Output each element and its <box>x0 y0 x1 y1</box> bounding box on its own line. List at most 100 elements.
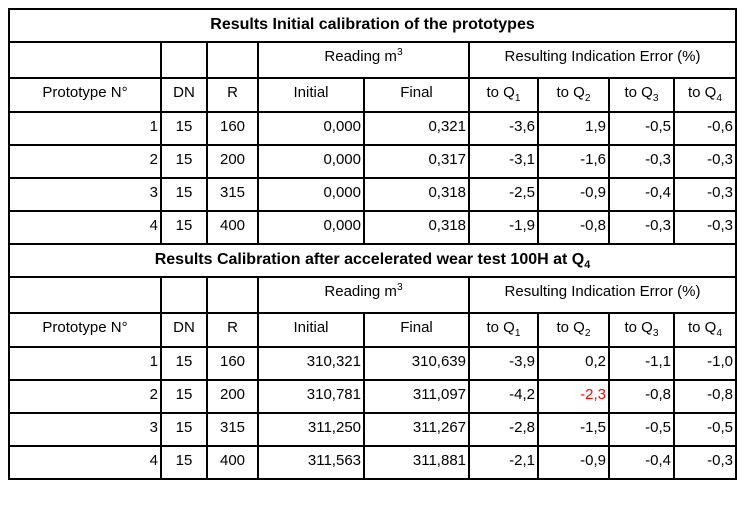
section-2-title-text: Results Calibration after accelerated we… <box>154 251 585 268</box>
to-q3-column-header: to Q3 <box>608 77 675 113</box>
error-q4-cell: -0,3 <box>672 210 738 245</box>
q4-subscript: 4 <box>716 328 723 339</box>
table-row: 2 15 200 0,000 0,317 -3,1 -1,6 -0,3 -0,3 <box>8 144 738 179</box>
dn-cell: 15 <box>160 210 208 245</box>
group-header-row: Reading m3 Resulting Indication Error (%… <box>8 41 738 79</box>
table-row: 1 15 160 310,321 310,639 -3,9 0,2 -1,1 -… <box>8 346 738 381</box>
error-q1-cell: -4,2 <box>468 379 539 414</box>
error-q1-cell: -3,6 <box>468 111 539 146</box>
reading-group-header: Reading m3 <box>257 276 470 314</box>
prototype-column-header: Prototype N° <box>8 77 162 113</box>
q4-subscript: 4 <box>716 93 723 104</box>
to-q3-text: to Q <box>624 319 653 336</box>
initial-column-header: Initial <box>257 312 365 348</box>
r-cell: 160 <box>206 346 259 381</box>
to-q3-column-header: to Q3 <box>608 312 675 348</box>
error-q2-cell: -0,9 <box>537 177 610 212</box>
final-column-header: Final <box>363 77 470 113</box>
reading-header-superscript: 3 <box>396 282 403 293</box>
error-q3-cell: -0,4 <box>608 445 675 480</box>
prototype-number-cell: 2 <box>8 379 162 414</box>
error-q1-cell: -2,8 <box>468 412 539 447</box>
indication-error-group-header: Resulting Indication Error (%) <box>467 41 738 79</box>
section-2-title: Results Calibration after accelerated we… <box>7 243 738 278</box>
q2-subscript: 2 <box>584 328 591 339</box>
r-cell: 400 <box>206 210 259 245</box>
r-column-header: R <box>206 77 259 113</box>
dn-cell: 15 <box>160 144 208 179</box>
dn-column-header: DN <box>160 77 208 113</box>
final-reading-cell: 310,639 <box>363 346 470 381</box>
q2-subscript: 2 <box>584 93 591 104</box>
error-q1-cell: -2,5 <box>468 177 539 212</box>
r-cell: 160 <box>206 111 259 146</box>
initial-reading-cell: 0,000 <box>257 144 365 179</box>
final-column-header: Final <box>363 312 470 348</box>
prototype-number-cell: 1 <box>8 346 162 381</box>
to-q1-text: to Q <box>486 84 515 101</box>
final-reading-cell: 0,318 <box>363 177 470 212</box>
error-q4-cell: -0,5 <box>672 412 738 447</box>
section-1-title: Results Initial calibration of the proto… <box>7 8 738 43</box>
error-q4-cell: -0,6 <box>672 111 738 146</box>
error-q2-cell: -1,6 <box>537 144 610 179</box>
initial-reading-cell: 310,781 <box>257 379 365 414</box>
final-reading-cell: 0,318 <box>363 210 470 245</box>
r-cell: 315 <box>206 177 259 212</box>
table-row: 3 15 315 311,250 311,267 -2,8 -1,5 -0,5 … <box>8 412 738 447</box>
error-q2-cell: -0,8 <box>537 210 610 245</box>
final-reading-cell: 311,267 <box>363 412 470 447</box>
error-q3-cell: -0,3 <box>608 144 675 179</box>
dn-cell: 15 <box>160 445 208 480</box>
r-cell: 315 <box>206 412 259 447</box>
dn-cell: 15 <box>160 111 208 146</box>
dn-cell: 15 <box>160 412 208 447</box>
indication-error-group-header: Resulting Indication Error (%) <box>467 276 738 314</box>
initial-reading-cell: 310,321 <box>257 346 365 381</box>
error-q1-cell: -3,9 <box>468 346 539 381</box>
to-q1-text: to Q <box>486 319 515 336</box>
error-q1-cell: -3,1 <box>468 144 539 179</box>
dn-cell: 15 <box>160 346 208 381</box>
error-q4-cell: -0,3 <box>672 445 738 480</box>
table-row: 2 15 200 310,781 311,097 -4,2 -2,3 -0,8 … <box>8 379 738 414</box>
empty-header-cell <box>8 41 162 79</box>
prototype-number-cell: 1 <box>8 111 162 146</box>
dn-column-header: DN <box>160 312 208 348</box>
initial-column-header: Initial <box>257 77 365 113</box>
initial-reading-cell: 0,000 <box>257 177 365 212</box>
to-q2-column-header: to Q2 <box>537 77 610 113</box>
reading-header-superscript: 3 <box>396 47 403 58</box>
dn-cell: 15 <box>160 379 208 414</box>
empty-header-cell <box>160 276 208 314</box>
error-q4-cell: -0,3 <box>672 177 738 212</box>
error-q3-cell: -0,5 <box>608 412 675 447</box>
final-reading-cell: 0,317 <box>363 144 470 179</box>
section-2-title-subscript: 4 <box>584 259 591 272</box>
reading-header-text: Reading m <box>324 48 397 65</box>
prototype-column-header: Prototype N° <box>8 312 162 348</box>
r-cell: 200 <box>206 144 259 179</box>
to-q4-text: to Q <box>687 84 717 101</box>
q1-subscript: 1 <box>514 328 521 339</box>
empty-header-cell <box>206 276 259 314</box>
column-header-row: Prototype N° DN R Initial Final to Q1 to… <box>8 77 738 113</box>
r-cell: 200 <box>206 379 259 414</box>
error-q4-cell: -1,0 <box>672 346 738 381</box>
to-q1-column-header: to Q1 <box>468 77 539 113</box>
prototype-number-cell: 2 <box>8 144 162 179</box>
to-q1-column-header: to Q1 <box>468 312 539 348</box>
column-header-row: Prototype N° DN R Initial Final to Q1 to… <box>8 312 738 348</box>
initial-reading-cell: 0,000 <box>257 111 365 146</box>
error-q3-cell: -0,5 <box>608 111 675 146</box>
q1-subscript: 1 <box>514 93 521 104</box>
to-q4-text: to Q <box>687 319 717 336</box>
error-q2-cell-highlighted: -2,3 <box>537 379 610 414</box>
r-column-header: R <box>206 312 259 348</box>
to-q4-column-header: to Q4 <box>672 77 738 113</box>
empty-header-cell <box>8 276 162 314</box>
error-q2-cell: -0,9 <box>537 445 610 480</box>
group-header-row: Reading m3 Resulting Indication Error (%… <box>8 276 738 314</box>
prototype-number-cell: 3 <box>8 177 162 212</box>
empty-header-cell <box>206 41 259 79</box>
